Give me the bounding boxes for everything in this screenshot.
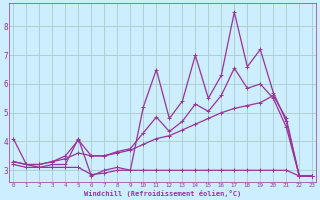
X-axis label: Windchill (Refroidissement éolien,°C): Windchill (Refroidissement éolien,°C) <box>84 190 242 197</box>
